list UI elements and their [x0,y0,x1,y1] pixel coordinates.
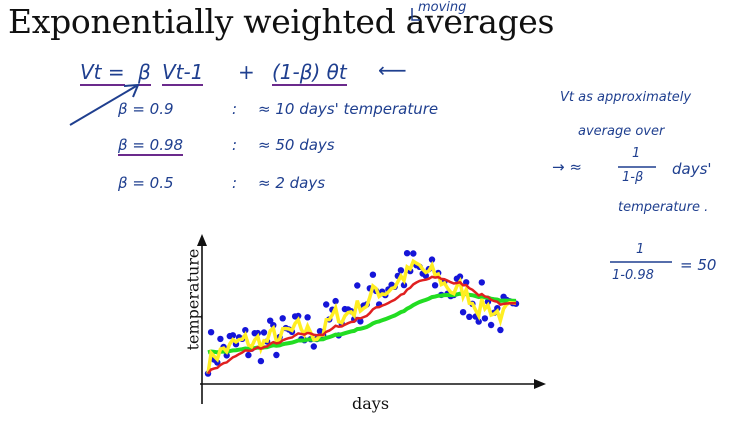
note-frac-den: 1-β [622,170,644,185]
beta-0-5-colon: : [232,174,238,192]
temperature-point [357,318,364,325]
temperature-point [487,321,495,329]
beta-0-9: β = 0.9 [118,100,174,118]
beta-0-9-approx: ≈ 10 days' temperature [258,100,439,118]
temperature-point [245,351,252,359]
temperature-point [254,329,261,337]
temperature-point [410,250,417,257]
formula-plus: + [238,60,255,84]
moving-annotation: moving [418,0,467,15]
temperature-point [475,318,482,325]
temperature-point [217,335,224,343]
calc-result: = 50 [680,256,717,274]
beta-0-98-approx: ≈ 50 days [258,136,335,154]
temperature-point [403,250,411,257]
temperature-point [494,305,501,312]
beta-pointer-arrowhead [123,83,140,98]
slide-title: Exponentially weighted averages [8,2,555,41]
temperature-point [260,329,268,336]
temperature-point [279,315,286,322]
temperature-point [229,332,237,339]
x-axis-arrowhead [534,379,546,389]
note-arrow: → ≈ [552,158,582,176]
temperature-point [310,343,317,350]
note-temperature: temperature . [618,200,709,215]
temperature-point [323,301,330,308]
formula-prev: Vt-1 [162,60,204,86]
temperature-point [481,315,489,322]
x-axis-label: days [352,394,390,413]
formula-lhs: Vt = [80,60,125,86]
note-frac-num: 1 [632,146,641,161]
beta-0-5-approx: ≈ 2 days [258,174,326,192]
temperature-point [466,313,473,320]
beta-0-98: β = 0.98 [118,136,184,156]
temperature-point [242,327,249,334]
temperature-point [214,359,221,366]
temperature-point [456,273,464,280]
temperature-point [295,312,302,320]
beta-0-5-line [206,258,517,374]
temperature-point [431,282,439,289]
temperature-point [207,329,215,336]
y-axis-label: temperature [183,248,203,351]
note-days: days' [672,160,712,178]
beta-0-9-line [207,275,517,375]
temperature-point [267,317,274,324]
beta-0-98-colon: : [232,136,238,154]
temperature-point [459,309,467,316]
temperature-point [497,326,504,334]
calc-den: 1-0.98 [612,268,654,283]
note-line1: Vt as approximately [560,90,692,105]
temperature-point [257,357,265,365]
formula-term: (1-β) θt [272,60,347,86]
moving-caret [411,8,420,21]
temperature-point [400,281,408,289]
beta-0-5: β = 0.5 [118,174,174,192]
calc-num: 1 [636,242,645,257]
formula-arrow: ⟵ [378,58,407,82]
temperature-point [422,272,429,279]
temperature-point [304,314,311,321]
temperature-point [369,271,377,278]
note-line2: average over [578,124,665,139]
beta-0-9-colon: : [232,100,238,118]
temperature-point [428,256,436,263]
temperature-point [332,297,339,305]
temperature-point [478,279,485,286]
temperature-point [397,267,405,274]
temperature-point [273,351,280,359]
raw-temperature-dots [204,250,520,377]
temperature-point [223,352,230,359]
temperature-point [354,282,361,289]
formula-beta: β [138,60,151,86]
y-axis-arrowhead [197,234,207,246]
temperature-point [270,322,277,329]
beta-pointer-arrow [69,84,139,126]
